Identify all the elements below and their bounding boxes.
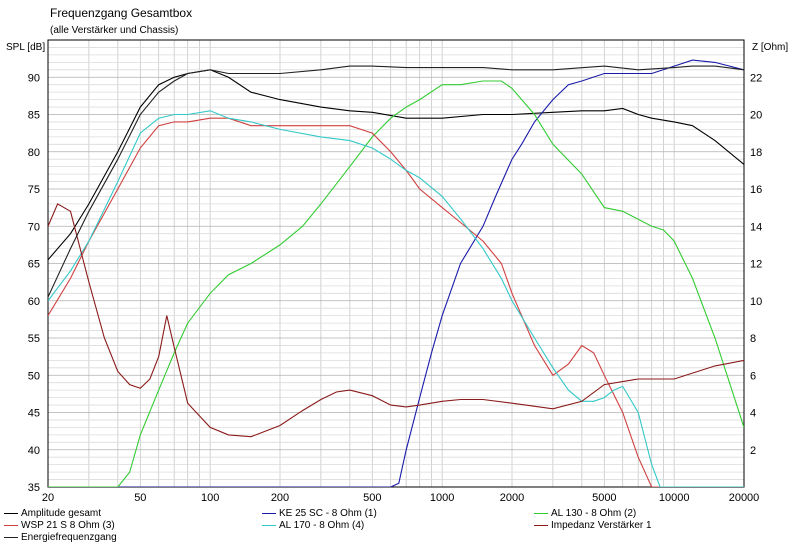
y2-tick-label: 4 <box>750 408 756 420</box>
y-tick-label: 70 <box>28 221 40 233</box>
legend-item: WSP 21 S 8 Ohm (3) <box>4 520 115 531</box>
legend-item: Energiefrequenzgang <box>4 532 117 543</box>
legend-label: AL 170 - 8 Ohm (4) <box>279 520 365 531</box>
legend-item: KE 25 SC - 8 Ohm (1) <box>262 508 377 519</box>
x-tick-label: 5000 <box>592 492 616 504</box>
y-tick-label: 55 <box>28 333 40 345</box>
series-line-5 <box>48 203 744 438</box>
y2-tick-label: 6 <box>750 370 756 382</box>
series-line-0 <box>48 69 744 261</box>
y-axis-label: SPL [dB] <box>6 42 45 53</box>
series-line-4 <box>48 110 744 487</box>
legend-label: Amplitude gesamt <box>21 508 102 519</box>
legend-label: Energiefrequenzgang <box>21 532 117 543</box>
chart-legend: Amplitude gesamt KE 25 SC - 8 Ohm (1) AL 1… <box>0 508 800 554</box>
legend-swatch <box>534 525 548 526</box>
legend-swatch <box>262 513 276 514</box>
x-tick-label: 10000 <box>659 492 690 504</box>
plot-frame <box>47 39 745 488</box>
y-tick-label: 60 <box>28 296 40 308</box>
y2-tick-label: 8 <box>750 333 756 345</box>
y-tick-label: 40 <box>28 445 40 457</box>
y2-tick-label: 22 <box>750 72 762 84</box>
chart-title: Frequenzgang Gesamtbox <box>50 6 193 20</box>
x-tick-label: 1000 <box>430 492 454 504</box>
legend-item: AL 170 - 8 Ohm (4) <box>262 520 364 531</box>
y2-tick-label: 18 <box>750 147 762 159</box>
legend-label: WSP 21 S 8 Ohm (3) <box>21 520 115 531</box>
legend-swatch <box>262 525 276 526</box>
legend-item: AL 130 - 8 Ohm (2) <box>534 508 636 519</box>
legend-label: AL 130 - 8 Ohm (2) <box>551 508 637 519</box>
series-line-1 <box>48 59 744 487</box>
y-tick-label: 85 <box>28 110 40 122</box>
y-tick-label: 45 <box>28 408 40 420</box>
series-line-2 <box>48 80 744 487</box>
frequency-response-chart: SPL [dB] Z [Ohm] 35 40 45 50 55 60 65 70 75 80 85 90 2… <box>6 39 788 504</box>
legend-label: Impedanz Verstärker 1 <box>551 520 652 531</box>
y2-tick-label: 20 <box>750 110 762 122</box>
y-tick-label: 90 <box>28 72 40 84</box>
y-tick-label: 50 <box>28 370 40 382</box>
legend-swatch <box>4 525 18 526</box>
legend-item: Amplitude gesamt <box>4 508 101 519</box>
y2-tick-label: 14 <box>750 221 762 233</box>
legend-swatch <box>534 513 548 514</box>
chart-subtitle: (alle Verstärker und Chassis) <box>50 25 179 36</box>
x-tick-label: 2000 <box>500 492 524 504</box>
y-tick-label: 35 <box>28 482 40 494</box>
y-tick-label: 65 <box>28 259 40 271</box>
series-line-3 <box>48 117 744 487</box>
y-tick-label: 75 <box>28 184 40 196</box>
x-tick-label: 20 <box>42 492 54 504</box>
legend-swatch <box>4 513 18 514</box>
y2-axis-label: Z [Ohm] <box>752 42 788 53</box>
legend-item: Impedanz Verstärker 1 <box>534 520 652 531</box>
y-tick-label: 80 <box>28 147 40 159</box>
series-line-6 <box>48 65 744 298</box>
y2-tick-label: 2 <box>750 445 756 457</box>
x-tick-label: 500 <box>363 492 381 504</box>
y2-tick-label: 16 <box>750 184 762 196</box>
y2-tick-label: 10 <box>750 296 762 308</box>
x-tick-label: 20000 <box>729 492 760 504</box>
legend-label: KE 25 SC - 8 Ohm (1) <box>279 508 377 519</box>
x-tick-label: 50 <box>134 492 146 504</box>
x-tick-label: 100 <box>201 492 219 504</box>
y2-tick-label: 12 <box>750 259 762 271</box>
legend-swatch <box>4 537 18 538</box>
x-tick-label: 200 <box>271 492 289 504</box>
